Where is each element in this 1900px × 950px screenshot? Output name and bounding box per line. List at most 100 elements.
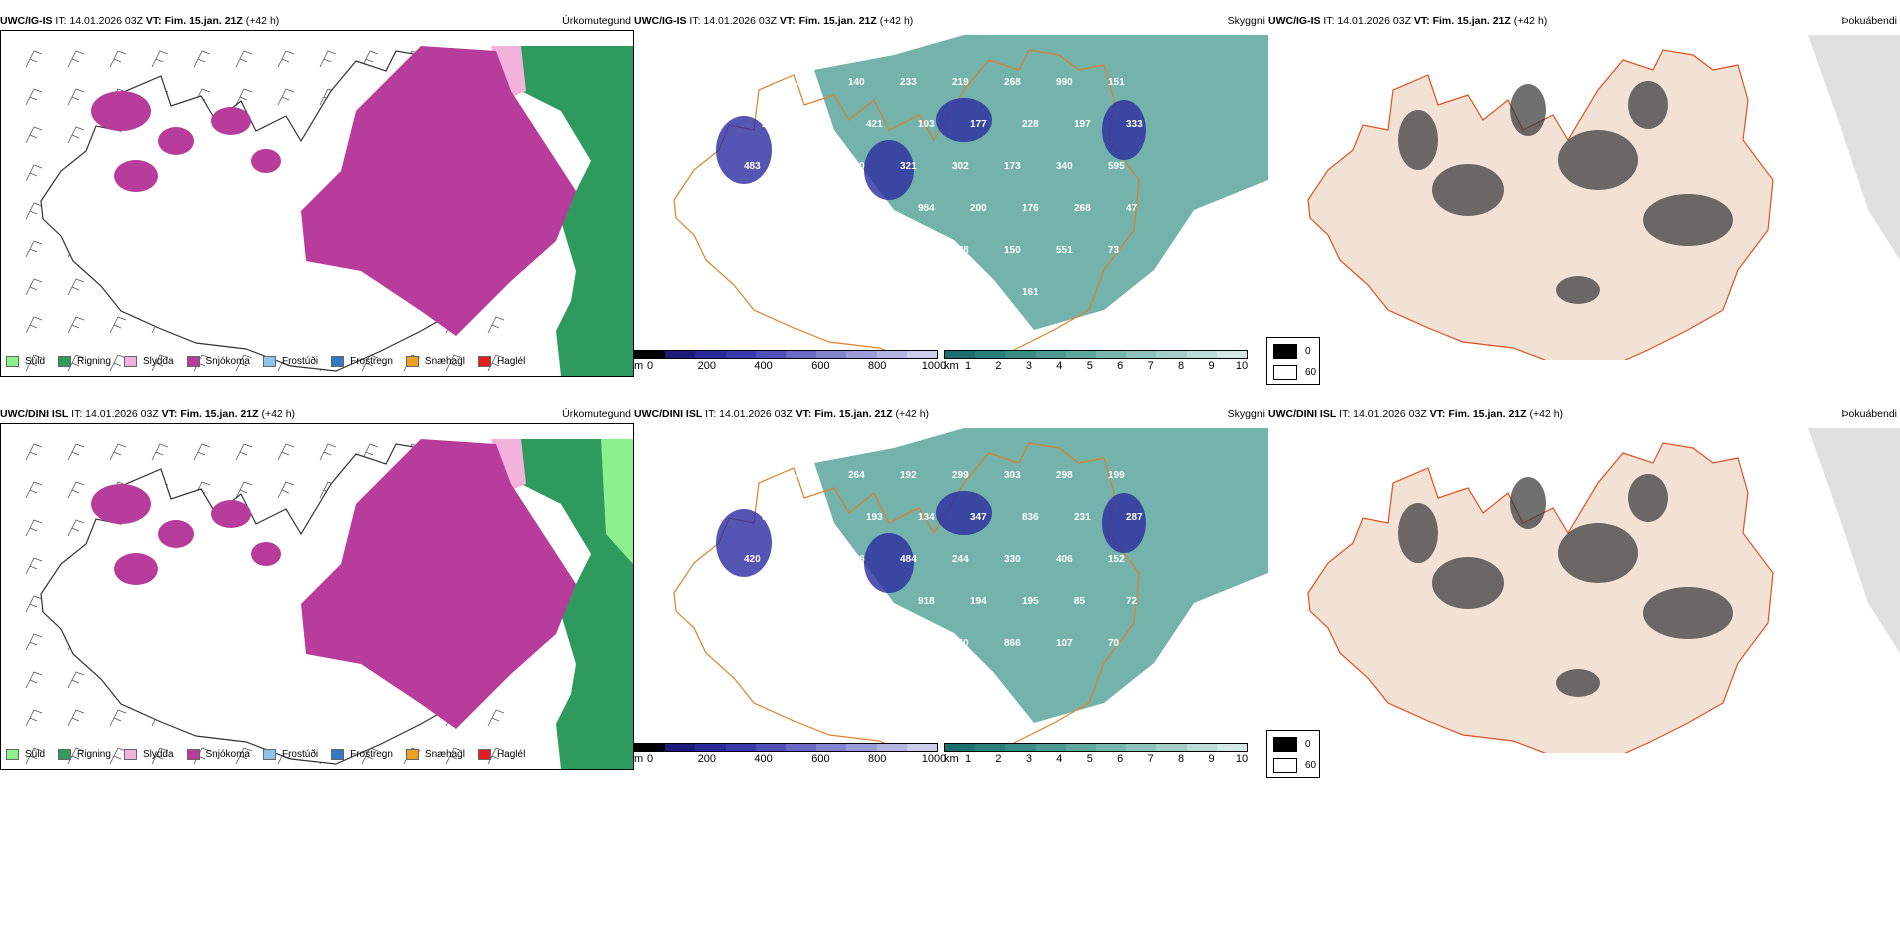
- ceiling-label: 420: [744, 554, 761, 565]
- ceiling-label: 367: [848, 638, 865, 649]
- ceiling-label: 70: [1108, 638, 1120, 649]
- legend-label: Frostregn: [350, 356, 393, 367]
- ceiling-label: 93: [796, 245, 808, 256]
- ceiling-label: 73: [1108, 245, 1120, 256]
- ceiling-label: 333: [1126, 119, 1143, 130]
- ceiling-label: 145: [900, 245, 917, 256]
- ceiling-label: 633: [848, 245, 865, 256]
- ceiling-label: 321: [900, 161, 917, 172]
- rain-area: [511, 46, 633, 376]
- legend-label: Slydda: [142, 749, 174, 760]
- ceiling-label: 307: [814, 203, 831, 214]
- colorbar-tick: 800: [868, 360, 887, 372]
- colorbar-tick: 2: [995, 360, 1002, 372]
- colorbar-unit: m: [634, 753, 644, 765]
- ceiling-label: 347: [970, 512, 987, 523]
- ceiling-label: 127: [796, 554, 813, 565]
- fog-legend-label: 0: [1305, 739, 1311, 750]
- panel-title: Skyggni: [1227, 408, 1265, 420]
- colorbar-tick: 9: [1208, 360, 1215, 372]
- ceiling-label: 219: [952, 77, 969, 88]
- panel-header: UWC/DINI ISL IT: 14.01.2026 03Z VT: Fim.…: [1268, 405, 1900, 423]
- snow-patch: [211, 107, 251, 135]
- colorbar-unit: m: [634, 360, 644, 372]
- precip-map: [0, 423, 634, 770]
- valid-time: Fim. 15.jan. 21Z: [814, 408, 893, 420]
- legend-swatch: [262, 749, 276, 760]
- panel-header: UWC/IG-IS IT: 14.01.2026 03Z VT: Fim. 15…: [634, 12, 1268, 30]
- panel-title: Þokuábendi: [1841, 408, 1897, 420]
- fog-patch: [1398, 503, 1438, 563]
- ceiling-label: 173: [1004, 161, 1021, 172]
- panel-title: Úrkomutegund: [562, 15, 631, 27]
- snow-patch: [211, 500, 251, 528]
- ceiling-label: 184: [796, 161, 813, 172]
- snow-area: [301, 439, 576, 729]
- fog-patch: [1556, 276, 1600, 304]
- snow-patch: [158, 127, 194, 155]
- colorbar-tick: 5: [1086, 753, 1093, 765]
- ceiling-label: 195: [1022, 596, 1039, 607]
- snow-patch: [91, 91, 151, 131]
- colorbar-tick: 400: [754, 360, 773, 372]
- ceiling-label: 72: [1126, 596, 1138, 607]
- ceiling-label: 450: [848, 161, 865, 172]
- panel-header: UWC/IG-IS IT: 14.01.2026 03Z VT: Fim. 15…: [1268, 12, 1900, 30]
- panel-title: Skyggni: [1227, 15, 1265, 27]
- ceiling-label: 276: [848, 554, 865, 565]
- colorbar-tick: 400: [754, 753, 773, 765]
- sea-fog-area: [1808, 35, 1900, 260]
- colorbar-tick: 3: [1025, 753, 1032, 765]
- panel-title: Þokuábendi: [1841, 15, 1897, 27]
- ceiling-label: 193: [866, 512, 883, 523]
- ceiling-label: 483: [744, 161, 761, 172]
- snow-patch: [251, 542, 281, 566]
- ceiling-label: 140: [952, 638, 969, 649]
- ceiling-label: 197: [1074, 119, 1091, 130]
- colorbar-tick: 6: [1117, 753, 1124, 765]
- colorbar-unit: km: [944, 360, 959, 372]
- ceiling-label: 340: [1056, 161, 1073, 172]
- init-time: IT: 14.01.2026 03Z: [705, 408, 793, 420]
- ceiling-label: 201: [762, 119, 779, 130]
- legend-item: Snæhagl: [405, 356, 465, 367]
- fog-legend-swatch: [1273, 344, 1297, 359]
- colorbar-tick: 2: [995, 753, 1002, 765]
- ceiling-label: 990: [1056, 77, 1073, 88]
- legend-swatch: [6, 356, 19, 367]
- colorbar-tick: 1000: [921, 753, 947, 765]
- legend-item: Snjókoma: [186, 749, 250, 760]
- colorbar-tick: 0: [646, 360, 654, 372]
- colorbar-tick: 1: [964, 360, 972, 372]
- colorbar-tick: 600: [811, 753, 830, 765]
- model-name: UWC/IG-IS: [0, 15, 53, 27]
- lead-time: (+42 h): [1513, 15, 1548, 27]
- colorbar-tick: 1000: [921, 360, 947, 372]
- ceiling-label: 268: [1074, 203, 1091, 214]
- low-visibility-area: [814, 35, 1268, 330]
- legend-swatch: [477, 356, 491, 367]
- legend-swatch: [405, 749, 419, 760]
- fog-legend-swatch: [1273, 758, 1297, 773]
- legend-label: Frostregn: [350, 749, 393, 760]
- ceiling-label: 836: [1022, 512, 1039, 523]
- ceiling-label: 303: [762, 203, 779, 214]
- fog-legend-item: 60: [1273, 365, 1316, 380]
- legend-swatch: [331, 356, 345, 367]
- ceiling-label: 421: [866, 119, 883, 130]
- ceiling-label: 264: [848, 470, 865, 481]
- ceiling-label: 95: [900, 638, 912, 649]
- ceiling-colorbar: m 0 200 400 600 800 1000: [634, 350, 946, 376]
- colorbar-tick: 200: [697, 360, 716, 372]
- legend-swatch: [186, 356, 200, 367]
- lead-time: (+42 h): [245, 15, 280, 27]
- low-ceiling-patch: [864, 140, 914, 200]
- ceiling-label: 284: [814, 512, 831, 523]
- ceiling-colorbar: m 0 200 400 600 800 1000: [634, 743, 946, 769]
- ceiling-label: 103: [918, 119, 935, 130]
- valid-time: Fim. 15.jan. 21Z: [798, 15, 877, 27]
- ceiling-label: 161: [1022, 287, 1039, 298]
- ceiling-label: 268: [1004, 77, 1021, 88]
- legend-item: Haglél: [477, 749, 525, 760]
- ceiling-label: 128: [762, 680, 779, 691]
